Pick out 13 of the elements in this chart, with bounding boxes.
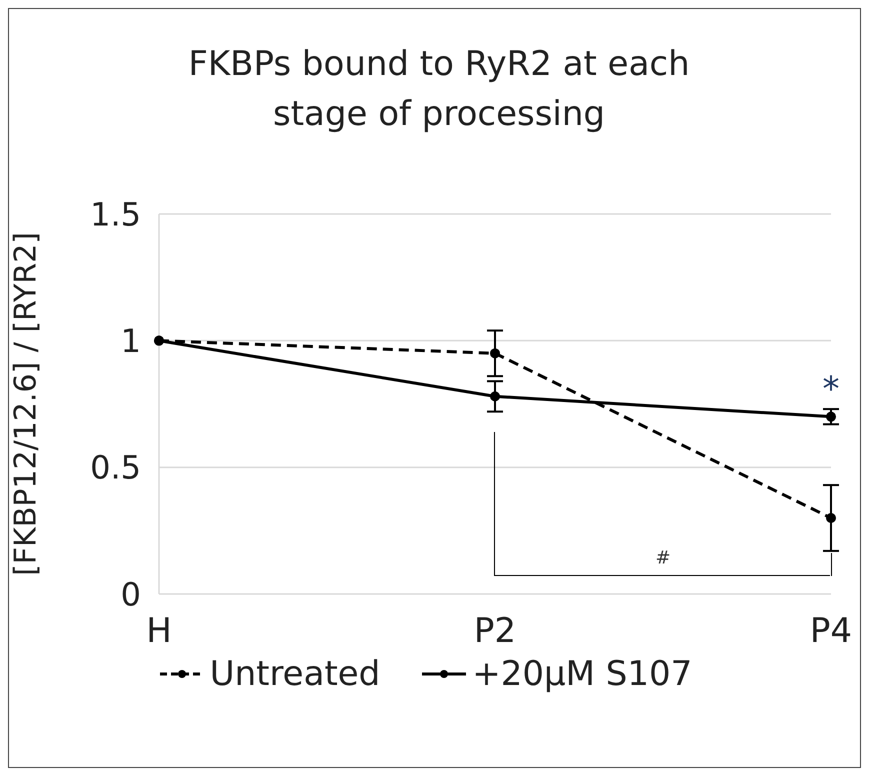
y-tick-label: 0 (120, 575, 141, 614)
legend-label: +20µM S107 (472, 654, 692, 694)
x-tick-label: P4 (810, 611, 852, 652)
legend-label: Untreated (210, 654, 380, 694)
y-tick-label: 1.5 (90, 195, 141, 234)
annotation: * (822, 370, 840, 410)
y-axis-title: [FKBP12/12.6] / [RYR2] (8, 232, 44, 576)
y-tick-label: 0.5 (90, 448, 141, 487)
x-tick-label: H (146, 611, 172, 652)
annotation: # (655, 548, 671, 569)
chart-title: FKBPs bound to RyR2 at each stage of processing (187, 43, 691, 136)
x-tick-label: P2 (474, 611, 516, 652)
y-tick-label: 1 (120, 322, 141, 360)
